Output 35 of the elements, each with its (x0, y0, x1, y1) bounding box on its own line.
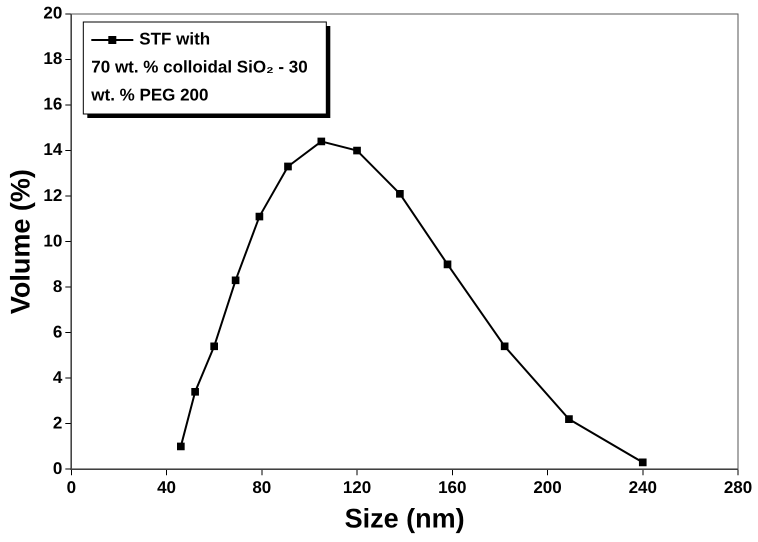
x-tick-label: 280 (724, 478, 752, 498)
y-tick-label: 6 (52, 322, 62, 342)
y-tick-label: 2 (52, 413, 62, 432)
y-tick-label: 14 (43, 140, 63, 160)
y-tick-label: 10 (43, 231, 62, 250)
legend-label: STF with 70 wt. % colloidal SiO₂ - 30 wt. % PEG 200 (90, 30, 308, 105)
x-tick-label: 120 (342, 478, 372, 498)
y-tick-label: 12 (43, 186, 62, 205)
x-tick-label: 240 (628, 478, 657, 498)
point (210, 342, 218, 350)
x-tick-label: 0 (66, 478, 76, 498)
x-tick-label: 160 (438, 478, 466, 498)
point (638, 458, 647, 466)
point (191, 388, 199, 396)
y-tick-label: 8 (52, 276, 62, 296)
y-tick-label: 18 (43, 49, 62, 68)
point (353, 146, 361, 154)
point (565, 415, 573, 423)
x-tick-label: 40 (157, 478, 176, 498)
point (177, 442, 185, 450)
point (232, 276, 240, 284)
point (444, 260, 452, 268)
y-tick-label: 16 (43, 94, 62, 114)
y-axis-title: Volume (%) (6, 169, 36, 314)
y-tick-label: 20 (43, 4, 62, 23)
point (317, 138, 326, 146)
x-tick-label: 200 (533, 478, 562, 498)
point (256, 212, 264, 220)
point (500, 342, 508, 350)
y-tick-label: 4 (52, 368, 63, 387)
x-tick-label: 80 (252, 478, 272, 498)
point (396, 190, 404, 198)
y-tick-label: 0 (52, 458, 62, 478)
x-axis-title: Size (nm) (344, 503, 465, 534)
point (284, 162, 292, 170)
